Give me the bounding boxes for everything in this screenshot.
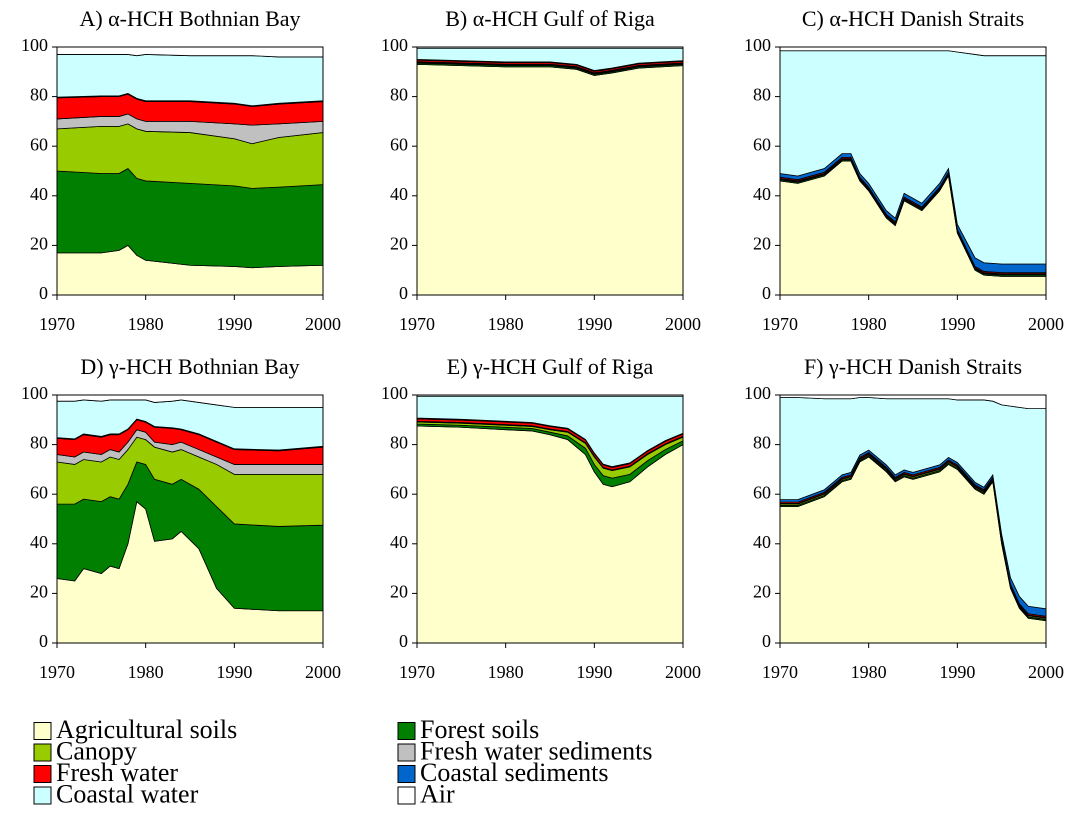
legend-label: Air: [420, 779, 455, 808]
legend-swatch: [33, 765, 52, 783]
legend-swatch: [33, 743, 52, 762]
y-tick-label: 80: [390, 433, 408, 453]
x-tick-label: 1990: [216, 662, 252, 682]
x-tick-label: 1970: [39, 314, 75, 334]
y-tick-label: 80: [753, 433, 771, 453]
x-tick-label: 2000: [305, 314, 341, 334]
y-tick-label: 20: [30, 582, 48, 602]
legend-swatch: [397, 765, 416, 783]
x-tick-label: 1990: [576, 314, 612, 334]
x-tick-label: 1970: [762, 662, 798, 682]
x-tick-label: 1990: [216, 314, 252, 334]
legend-swatch: [397, 786, 416, 805]
y-tick-label: 40: [30, 184, 48, 204]
y-tick-label: 40: [30, 532, 48, 552]
y-tick-label: 0: [399, 631, 408, 651]
x-tick-label: 1990: [576, 662, 612, 682]
y-tick-label: 20: [753, 234, 771, 254]
legend-swatch: [397, 722, 416, 740]
legend-swatch: [397, 743, 416, 762]
x-tick-label: 2000: [665, 314, 701, 334]
y-tick-label: 100: [21, 35, 48, 55]
x-tick-label: 1990: [939, 662, 975, 682]
x-tick-label: 2000: [1028, 662, 1064, 682]
x-tick-label: 1970: [39, 662, 75, 682]
x-tick-label: 1980: [488, 314, 524, 334]
legend-label: Fresh water: [56, 758, 178, 787]
y-tick-label: 60: [30, 482, 48, 502]
y-tick-label: 100: [744, 383, 771, 403]
y-tick-label: 40: [390, 532, 408, 552]
x-tick-label: 1980: [488, 662, 524, 682]
x-tick-label: 1970: [399, 662, 435, 682]
chart-title: A) α-HCH Bothnian Bay: [79, 6, 300, 31]
x-tick-label: 1980: [128, 314, 164, 334]
chart-title: D) γ-HCH Bothnian Bay: [80, 354, 299, 379]
area: [416, 63, 684, 296]
y-tick-label: 40: [753, 184, 771, 204]
legend-label: Coastal sediments: [420, 758, 608, 787]
legend-label: Canopy: [56, 736, 137, 765]
plot-frame: [56, 46, 324, 296]
y-tick-label: 40: [753, 532, 771, 552]
y-tick-label: 0: [399, 283, 408, 303]
y-tick-label: 0: [762, 631, 771, 651]
y-tick-label: 20: [753, 582, 771, 602]
y-tick-label: 60: [30, 134, 48, 154]
y-tick-label: 60: [390, 482, 408, 502]
y-tick-label: 0: [39, 631, 48, 651]
x-tick-label: 2000: [1028, 314, 1064, 334]
legend-label: Agricultural soils: [56, 715, 237, 744]
y-tick-label: 20: [390, 582, 408, 602]
legend-label: Coastal water: [56, 779, 199, 808]
chart-title: C) α-HCH Danish Straits: [802, 6, 1024, 31]
plot-frame: [779, 394, 1047, 644]
y-tick-label: 60: [390, 134, 408, 154]
y-tick-label: 100: [381, 35, 408, 55]
legend-label: Fresh water sediments: [420, 736, 653, 765]
y-tick-label: 80: [30, 433, 48, 453]
y-tick-label: 0: [39, 283, 48, 303]
y-tick-label: 0: [762, 283, 771, 303]
x-tick-label: 2000: [305, 662, 341, 682]
chart-title: B) α-HCH Gulf of Riga: [445, 6, 655, 31]
x-tick-label: 1970: [762, 314, 798, 334]
legend-label: Forest soils: [420, 715, 539, 744]
y-tick-label: 60: [753, 134, 771, 154]
y-tick-label: 80: [390, 85, 408, 105]
y-tick-label: 80: [30, 85, 48, 105]
plot-frame: [416, 46, 684, 296]
y-tick-label: 60: [753, 482, 771, 502]
y-tick-label: 80: [753, 85, 771, 105]
x-tick-label: 1980: [128, 662, 164, 682]
plot-frame: [779, 46, 1047, 296]
y-tick-label: 20: [390, 234, 408, 254]
legend-swatch: [33, 722, 52, 740]
x-tick-label: 1970: [399, 314, 435, 334]
plot-frame: [416, 394, 684, 644]
y-tick-label: 100: [744, 35, 771, 55]
x-tick-label: 1980: [851, 662, 887, 682]
chart-title: F) γ-HCH Danish Straits: [804, 354, 1022, 379]
y-tick-label: 20: [30, 234, 48, 254]
x-tick-label: 1980: [851, 314, 887, 334]
plot-frame: [56, 394, 324, 644]
chart-title: E) γ-HCH Gulf of Riga: [447, 354, 654, 379]
y-tick-label: 40: [390, 184, 408, 204]
y-tick-label: 100: [21, 383, 48, 403]
x-tick-label: 2000: [665, 662, 701, 682]
legend-swatch: [33, 786, 52, 805]
x-tick-label: 1990: [939, 314, 975, 334]
y-tick-label: 100: [381, 383, 408, 403]
